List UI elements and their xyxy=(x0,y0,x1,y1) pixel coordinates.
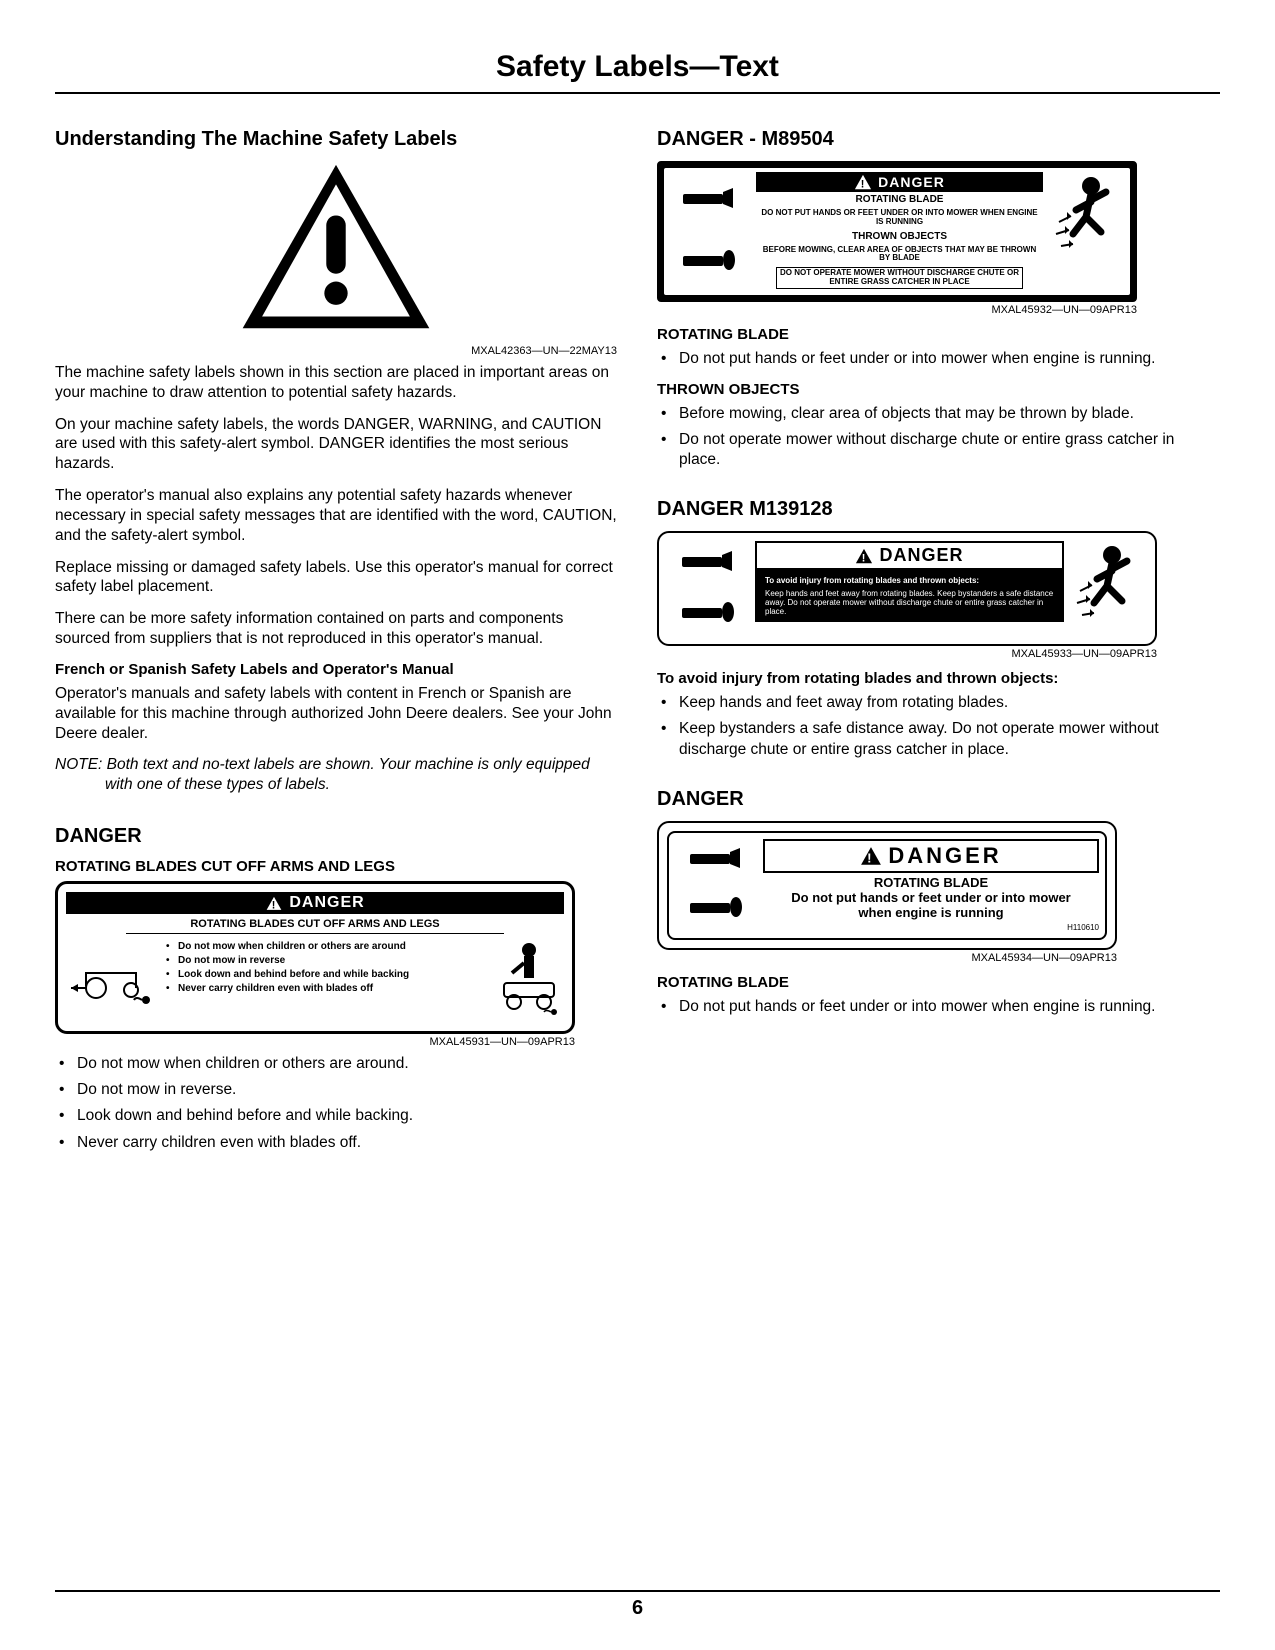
danger4-label-image: ! DANGER ROTATING BLADE Do not put hands… xyxy=(657,821,1117,950)
m139128-center: ! DANGER To avoid injury from rotating b… xyxy=(755,541,1064,636)
m89504-center-text: ! DANGER ROTATING BLADE DO NOT PUT HANDS… xyxy=(756,172,1043,291)
danger1-label-header-text: DANGER xyxy=(289,894,364,912)
blade-hand-icon xyxy=(681,184,736,217)
triangle-caption: MXAL42363—UN—22MAY13 xyxy=(55,345,617,357)
danger4-center: ! DANGER ROTATING BLADE Do not put hands… xyxy=(763,839,1099,932)
alert-triangle-icon: ! xyxy=(265,895,283,911)
page-number: 6 xyxy=(0,1597,1275,1620)
m89504-caption: MXAL45932—UN—09APR13 xyxy=(657,304,1137,316)
danger1-bullet: Never carry children even with blades of… xyxy=(77,1133,617,1153)
m89504-thrown-heading: THROWN OBJECTS xyxy=(657,381,1219,398)
m139128-heading: DANGER M139128 xyxy=(657,498,1219,521)
danger1-label-item: Do not mow in reverse xyxy=(178,955,486,966)
danger4-l2: Do not put hands or feet under or into m… xyxy=(763,891,1099,921)
blade-foot-icon xyxy=(681,246,736,279)
m89504-l1: ROTATING BLADE xyxy=(756,194,1043,205)
danger1-bullet: Look down and behind before and while ba… xyxy=(77,1106,617,1126)
m139128-black-box: To avoid injury from rotating blades and… xyxy=(755,570,1064,622)
svg-text:!: ! xyxy=(867,850,875,865)
danger4-rot-heading: ROTATING BLADE xyxy=(657,974,1219,991)
m89504-left-icons xyxy=(668,172,748,291)
left-column: Understanding The Machine Safety Labels … xyxy=(55,116,617,1165)
danger4-bullets: Do not put hands or feet under or into m… xyxy=(657,997,1219,1017)
danger4-caption: MXAL45934—UN—09APR13 xyxy=(657,952,1117,964)
svg-text:!: ! xyxy=(861,178,866,190)
danger1-subheading: ROTATING BLADES CUT OFF ARMS AND LEGS xyxy=(55,858,617,875)
danger1-label-image: ! DANGER ROTATING BLADES CUT OFF ARMS AN… xyxy=(55,881,575,1034)
svg-text:!: ! xyxy=(862,552,867,564)
danger4-label-header: ! DANGER xyxy=(763,839,1099,873)
danger1-label-header: ! DANGER xyxy=(66,892,564,914)
m139128-caption: MXAL45933—UN—09APR13 xyxy=(657,648,1157,660)
danger1-bullet: Do not mow when children or others are a… xyxy=(77,1054,617,1074)
danger1-bullet: Do not mow in reverse. xyxy=(77,1080,617,1100)
m89504-rot-bullets: Do not put hands or feet under or into m… xyxy=(657,349,1219,369)
m89504-l5: DO NOT OPERATE MOWER WITHOUT DISCHARGE C… xyxy=(776,267,1023,289)
danger4-l1: ROTATING BLADE xyxy=(763,876,1099,891)
content-columns: Understanding The Machine Safety Labels … xyxy=(55,116,1220,1165)
safety-alert-triangle-icon xyxy=(55,161,617,341)
danger1-bullets: Do not mow when children or others are a… xyxy=(55,1054,617,1153)
m139128-l2: Keep hands and feet away from rotating b… xyxy=(765,589,1054,617)
danger1-label-item: Never carry children even with blades of… xyxy=(178,983,486,994)
danger4-left-icons xyxy=(675,839,755,932)
m139128-bullet: Keep bystanders a safe distance away. Do… xyxy=(679,719,1219,759)
m139128-label-header: ! DANGER xyxy=(755,541,1064,570)
danger4-code: H110610 xyxy=(763,923,1099,932)
understanding-p2: On your machine safety labels, the words… xyxy=(55,415,617,474)
mower-left-icon xyxy=(66,938,156,1023)
blade-foot-icon xyxy=(688,893,743,926)
m89504-rot-heading: ROTATING BLADE xyxy=(657,326,1219,343)
m139128-label-image: ! DANGER To avoid injury from rotating b… xyxy=(657,531,1157,646)
language-heading: French or Spanish Safety Labels and Oper… xyxy=(55,661,617,678)
alert-triangle-icon: ! xyxy=(854,174,872,190)
page-title: Safety Labels—Text xyxy=(55,50,1220,94)
understanding-heading: Understanding The Machine Safety Labels xyxy=(55,128,617,151)
alert-triangle-icon: ! xyxy=(855,548,873,564)
m89504-label-header: ! DANGER xyxy=(756,172,1043,192)
m139128-bullet: Keep hands and feet away from rotating b… xyxy=(679,693,1219,713)
danger4-bullet: Do not put hands or feet under or into m… xyxy=(679,997,1219,1017)
m89504-l2: DO NOT PUT HANDS OR FEET UNDER OR INTO M… xyxy=(760,209,1039,227)
understanding-p5: There can be more safety information con… xyxy=(55,609,617,649)
m139128-bullets: Keep hands and feet away from rotating b… xyxy=(657,693,1219,759)
footer-rule xyxy=(55,1590,1220,1592)
alert-triangle-icon: ! xyxy=(860,846,882,866)
m89504-thrown-bullet: Do not operate mower without discharge c… xyxy=(679,430,1219,470)
danger1-label-sub: ROTATING BLADES CUT OFF ARMS AND LEGS xyxy=(126,918,504,934)
m139128-header-text: DANGER xyxy=(879,545,963,566)
understanding-p6: Operator's manuals and safety labels wit… xyxy=(55,684,617,743)
danger1-caption: MXAL45931—UN—09APR13 xyxy=(55,1036,575,1048)
blade-hand-icon xyxy=(688,844,743,877)
m139128-l1: To avoid injury from rotating blades and… xyxy=(765,576,1054,585)
m89504-heading: DANGER - M89504 xyxy=(657,128,1219,151)
blade-hand-icon xyxy=(680,547,735,580)
svg-text:!: ! xyxy=(272,900,277,912)
understanding-p1: The machine safety labels shown in this … xyxy=(55,363,617,403)
running-person-icon xyxy=(1072,541,1147,636)
m89504-l4: BEFORE MOWING, CLEAR AREA OF OBJECTS THA… xyxy=(760,246,1039,264)
danger4-heading: DANGER xyxy=(657,788,1219,811)
m89504-label-image: ! DANGER ROTATING BLADE DO NOT PUT HANDS… xyxy=(657,161,1137,302)
understanding-p4: Replace missing or damaged safety labels… xyxy=(55,558,617,598)
danger1-label-item: Look down and behind before and while ba… xyxy=(178,969,486,980)
danger4-header-text: DANGER xyxy=(888,843,1001,869)
danger1-label-item: Do not mow when children or others are a… xyxy=(178,941,486,952)
m89504-thrown-bullet: Before mowing, clear area of objects tha… xyxy=(679,404,1219,424)
m139128-left-icons xyxy=(667,541,747,636)
danger1-heading: DANGER xyxy=(55,825,617,848)
m89504-thrown-bullets: Before mowing, clear area of objects tha… xyxy=(657,404,1219,470)
running-person-icon xyxy=(1051,172,1126,291)
rider-mower-icon xyxy=(494,938,564,1023)
danger1-label-list: Do not mow when children or others are a… xyxy=(164,938,486,1023)
m89504-l3: THROWN OBJECTS xyxy=(756,231,1043,242)
m89504-rot-bullet: Do not put hands or feet under or into m… xyxy=(679,349,1219,369)
understanding-note: NOTE: Both text and no-text labels are s… xyxy=(55,755,617,795)
understanding-p3: The operator's manual also explains any … xyxy=(55,486,617,545)
right-column: DANGER - M89504 ! xyxy=(657,116,1219,1165)
m139128-intro: To avoid injury from rotating blades and… xyxy=(657,670,1219,687)
m89504-header-text: DANGER xyxy=(878,174,945,190)
blade-foot-icon xyxy=(680,598,735,631)
